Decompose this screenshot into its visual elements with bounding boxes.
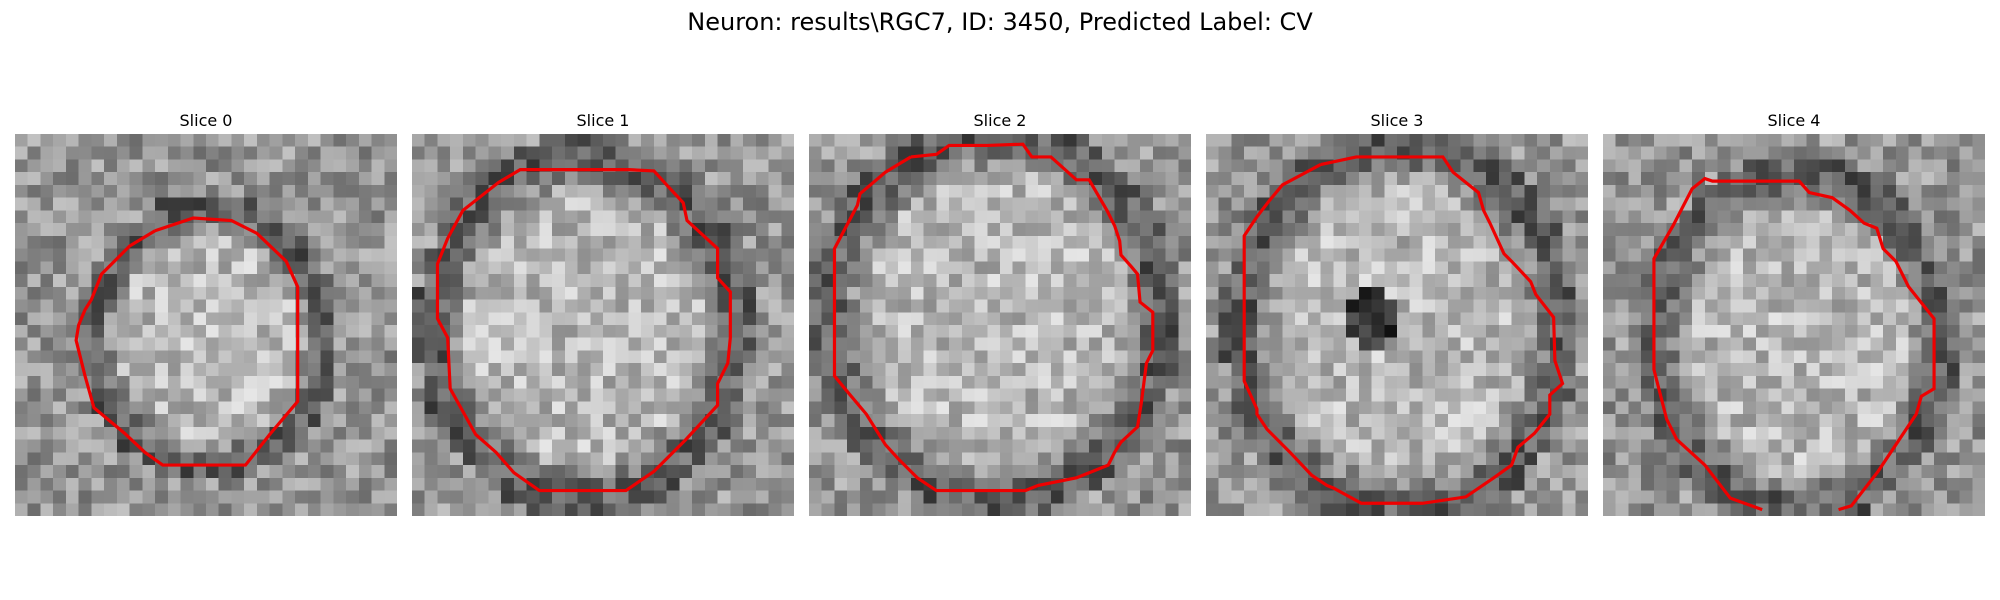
- slice-image-4: [1603, 134, 1985, 516]
- slice-title-2: Slice 2: [809, 108, 1191, 134]
- slice-image-0: [15, 134, 397, 516]
- slice-title-3: Slice 3: [1206, 108, 1588, 134]
- slice-pixels-2: [809, 134, 1191, 516]
- slice-title-4: Slice 4: [1603, 108, 1985, 134]
- slice-panel-1: Slice 1: [412, 108, 794, 516]
- slice-panel-0: Slice 0: [15, 108, 397, 516]
- slice-panel-2: Slice 2: [809, 108, 1191, 516]
- slice-pixels-3: [1206, 134, 1588, 516]
- slice-pixels-4: [1603, 134, 1985, 516]
- slice-title-1: Slice 1: [412, 108, 794, 134]
- slice-title-0: Slice 0: [15, 108, 397, 134]
- figure-title: Neuron: results\RGC7, ID: 3450, Predicte…: [0, 6, 2000, 38]
- slice-pixels-1: [412, 134, 794, 516]
- slice-panel-4: Slice 4: [1603, 108, 1985, 516]
- slice-image-1: [412, 134, 794, 516]
- slice-image-3: [1206, 134, 1588, 516]
- slice-panel-3: Slice 3: [1206, 108, 1588, 516]
- slice-image-2: [809, 134, 1191, 516]
- slice-pixels-0: [15, 134, 397, 516]
